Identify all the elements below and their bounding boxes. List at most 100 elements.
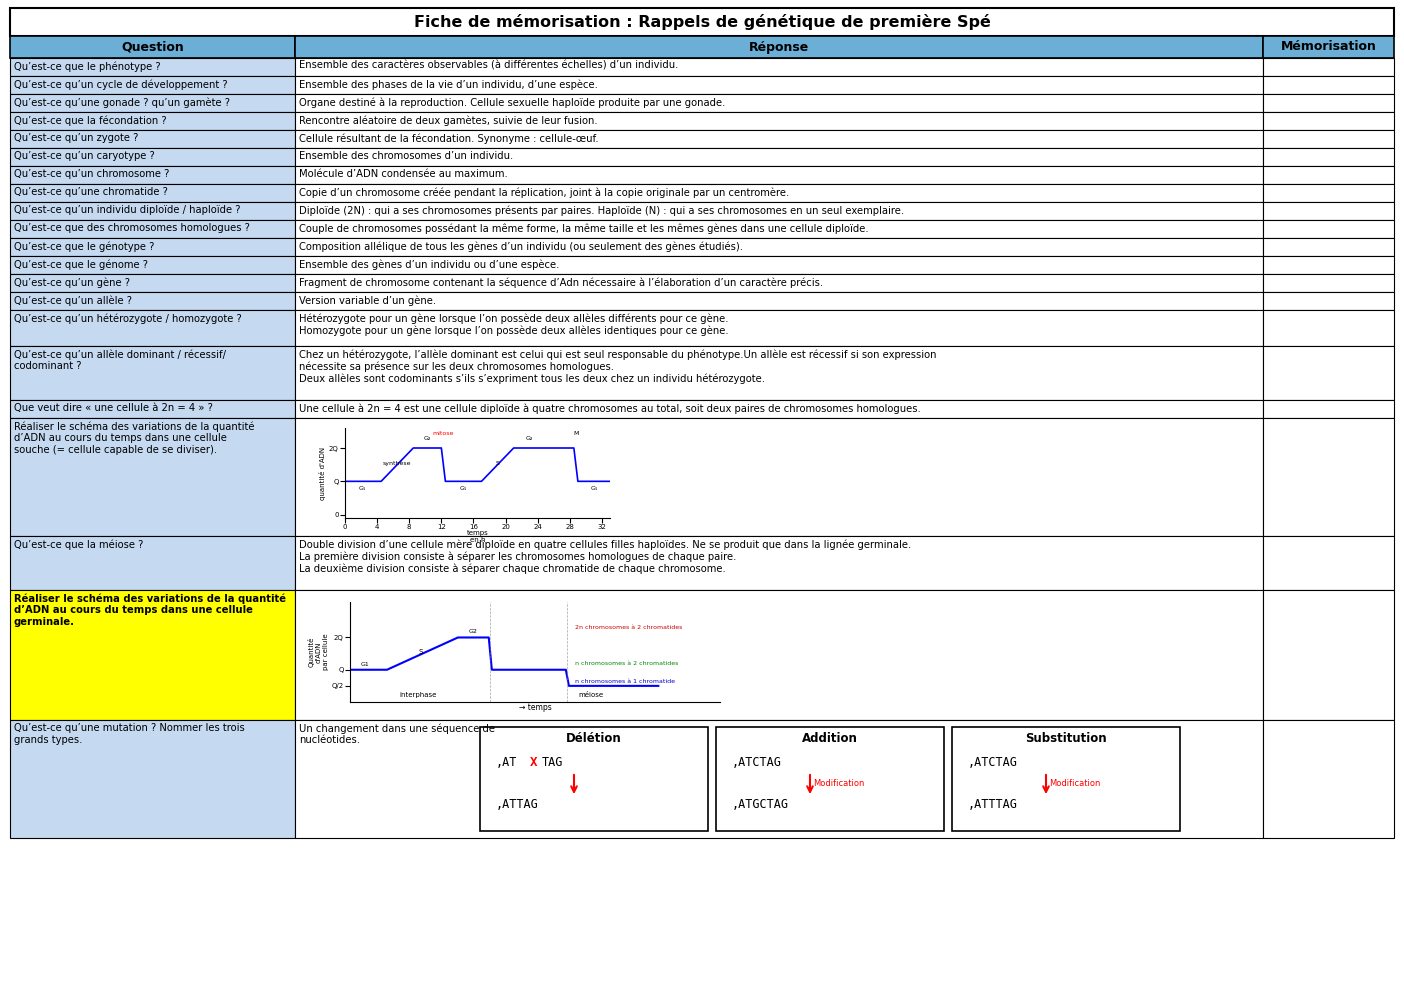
Text: n chromosomes à 1 chromatide: n chromosomes à 1 chromatide (576, 678, 675, 683)
Text: TAG: TAG (542, 756, 563, 769)
Text: Version variable d’un gène.: Version variable d’un gène. (299, 295, 437, 306)
Bar (1264, 720, 1394, 838)
Bar (10, 536, 295, 590)
Bar (1264, 112, 1394, 130)
Bar (295, 238, 1264, 256)
Bar (295, 76, 1264, 94)
Text: Composition allélique de tous les gènes d’un individu (ou seulement des gènes ét: Composition allélique de tous les gènes … (299, 241, 743, 251)
Text: interphase: interphase (399, 692, 437, 698)
Bar (295, 166, 1264, 184)
Text: ,ATCTAG: ,ATCTAG (731, 756, 782, 769)
Bar (10, 310, 295, 346)
Text: mitose: mitose (432, 431, 453, 436)
Text: Hétérozygote pour un gène lorsque l’on possède deux allèles différents pour ce g: Hétérozygote pour un gène lorsque l’on p… (299, 313, 729, 336)
Text: synthèse: synthèse (383, 460, 411, 466)
Text: Qu’est-ce qu’un hétérozygote / homozygote ?: Qu’est-ce qu’un hétérozygote / homozygot… (14, 313, 241, 324)
Bar (1264, 202, 1394, 220)
Text: 2n chromosomes à 2 chromatides: 2n chromosomes à 2 chromatides (576, 626, 682, 631)
Bar (1264, 166, 1394, 184)
Text: Qu’est-ce qu’un allèle ?: Qu’est-ce qu’un allèle ? (14, 295, 132, 306)
Bar (1264, 274, 1394, 292)
Text: Qu’est-ce qu’une chromatide ?: Qu’est-ce qu’une chromatide ? (14, 187, 168, 197)
Text: Addition: Addition (802, 733, 858, 746)
Bar (295, 720, 1264, 838)
Bar (295, 220, 1264, 238)
Bar (295, 400, 1264, 418)
Text: Ensemble des chromosomes d’un individu.: Ensemble des chromosomes d’un individu. (299, 151, 514, 161)
Text: Qu’est-ce que le génome ?: Qu’est-ce que le génome ? (14, 259, 147, 269)
Text: Qu’est-ce qu’une mutation ? Nommer les trois
grands types.: Qu’est-ce qu’une mutation ? Nommer les t… (14, 723, 244, 745)
Text: Délétion: Délétion (566, 733, 622, 746)
Bar (10, 274, 295, 292)
Bar (295, 292, 1264, 310)
Text: ,AT: ,AT (496, 756, 518, 769)
Text: Couple de chromosomes possédant la même forme, la même taille et les mêmes gènes: Couple de chromosomes possédant la même … (299, 223, 869, 233)
X-axis label: → temps: → temps (518, 703, 552, 712)
Text: G2: G2 (469, 629, 477, 634)
Text: S: S (496, 461, 500, 466)
Text: S: S (418, 648, 423, 654)
Text: Qu’est-ce que la fécondation ?: Qu’est-ce que la fécondation ? (14, 115, 167, 125)
Bar (1264, 590, 1394, 720)
Text: Réaliser le schéma des variations de la quantité
d’ADN au cours du temps dans un: Réaliser le schéma des variations de la … (14, 593, 286, 627)
Bar (1264, 94, 1394, 112)
Bar (295, 256, 1264, 274)
Text: G1: G1 (361, 662, 369, 667)
Bar (295, 148, 1264, 166)
Bar (1264, 256, 1394, 274)
Text: M: M (573, 431, 578, 436)
Bar (1264, 76, 1394, 94)
Text: Mémorisation: Mémorisation (1280, 41, 1376, 54)
Text: ,ATGCTAG: ,ATGCTAG (731, 798, 789, 811)
Text: Qu’est-ce qu’une gonade ? qu’un gamète ?: Qu’est-ce qu’une gonade ? qu’un gamète ? (14, 97, 230, 107)
Bar (10, 220, 295, 238)
Text: Rencontre aléatoire de deux gamètes, suivie de leur fusion.: Rencontre aléatoire de deux gamètes, sui… (299, 115, 598, 125)
Bar (295, 346, 1264, 400)
Text: Qu’est-ce qu’un zygote ?: Qu’est-ce qu’un zygote ? (14, 133, 139, 143)
Bar (10, 346, 295, 400)
Bar (10, 184, 295, 202)
Bar (10, 148, 295, 166)
Bar (10, 58, 295, 76)
Text: n chromosomes à 2 chromatides: n chromosomes à 2 chromatides (576, 661, 678, 666)
Bar (1264, 130, 1394, 148)
Text: Substitution: Substitution (1025, 733, 1106, 746)
Bar (10, 400, 295, 418)
Bar (295, 36, 1264, 58)
Text: Ensemble des gènes d’un individu ou d’une espèce.: Ensemble des gènes d’un individu ou d’un… (299, 259, 559, 269)
Text: Fragment de chromosome contenant la séquence d’Adn nécessaire à l’élaboration d’: Fragment de chromosome contenant la séqu… (299, 277, 823, 288)
Bar (1264, 184, 1394, 202)
Bar (295, 202, 1264, 220)
Bar (10, 130, 295, 148)
Text: Qu’est-ce qu’un allèle dominant / récessif/
codominant ?: Qu’est-ce qu’un allèle dominant / récess… (14, 349, 226, 371)
Text: Diploïde (2N) : qui a ses chromosomes présents par paires. Haploïde (N) : qui a : Diploïde (2N) : qui a ses chromosomes pr… (299, 205, 904, 215)
Text: ,ATTTAG: ,ATTTAG (967, 798, 1018, 811)
Bar (295, 94, 1264, 112)
Text: Ensemble des caractères observables (à différentes échelles) d’un individu.: Ensemble des caractères observables (à d… (299, 61, 678, 71)
Bar (295, 310, 1264, 346)
Bar (1264, 346, 1394, 400)
Bar (10, 8, 1394, 36)
Bar (1264, 292, 1394, 310)
Text: ,ATTAG: ,ATTAG (496, 798, 539, 811)
Text: Qu’est-ce qu’un caryotype ?: Qu’est-ce qu’un caryotype ? (14, 151, 154, 161)
Bar (10, 76, 295, 94)
Bar (1264, 58, 1394, 76)
Bar (1264, 536, 1394, 590)
Text: Copie d’un chromosome créée pendant la réplication, joint à la copie originale p: Copie d’un chromosome créée pendant la r… (299, 187, 789, 198)
Text: X: X (529, 756, 538, 769)
Text: Qu’est-ce que des chromosomes homologues ?: Qu’est-ce que des chromosomes homologues… (14, 223, 250, 233)
Text: G₂: G₂ (526, 436, 534, 441)
Bar (295, 58, 1264, 76)
Bar (10, 94, 295, 112)
Bar (1264, 400, 1394, 418)
Text: Question: Question (121, 41, 184, 54)
Bar (1264, 220, 1394, 238)
Bar (295, 418, 1264, 536)
Text: Réponse: Réponse (748, 41, 809, 54)
Bar (10, 202, 295, 220)
Bar (1264, 148, 1394, 166)
Text: Un changement dans une séquence de
nucléotides.: Un changement dans une séquence de nuclé… (299, 723, 496, 745)
Bar (10, 292, 295, 310)
Text: Qu’est-ce qu’un cycle de développement ?: Qu’est-ce qu’un cycle de développement ? (14, 79, 227, 89)
